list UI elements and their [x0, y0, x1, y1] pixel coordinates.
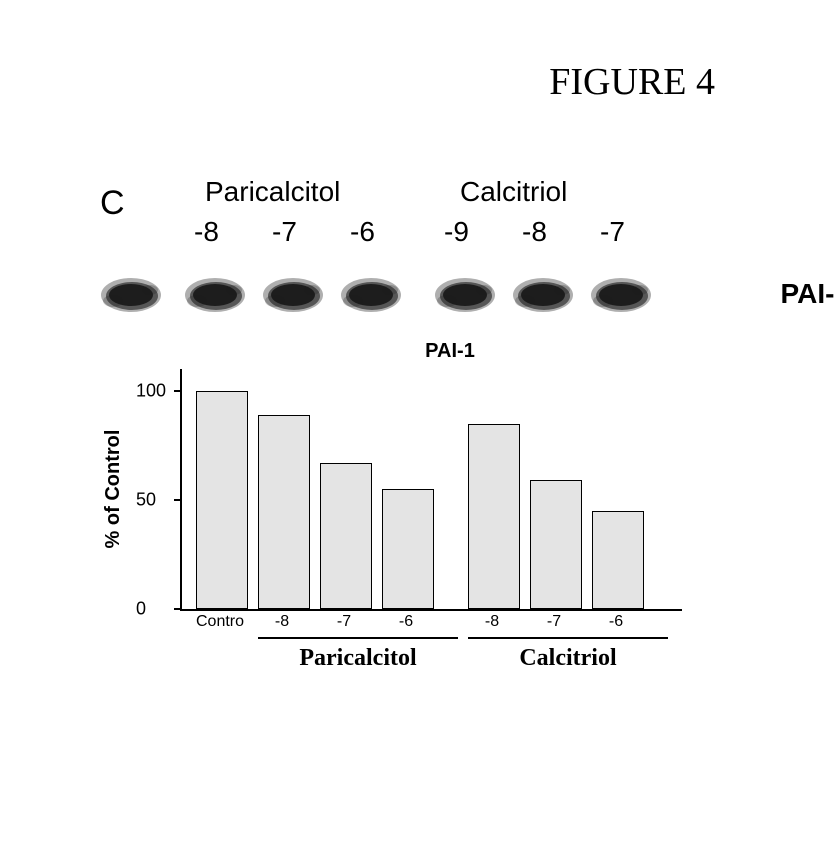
y-tick-label: 0 — [136, 599, 146, 620]
bar — [258, 415, 310, 609]
x-group-label: Paricalcitol — [299, 645, 416, 672]
blot-lane-label: -9 — [444, 216, 469, 248]
blot-lane-label: -7 — [272, 216, 297, 248]
x-tick-label: -6 — [399, 613, 413, 631]
blot-lane-label: -6 — [350, 216, 375, 248]
bar — [320, 463, 372, 609]
x-tick-label: -7 — [547, 613, 561, 631]
plot-area: 050100 — [180, 369, 682, 611]
bar — [530, 480, 582, 609]
chart-title: PAI-1 — [160, 340, 740, 363]
bar — [196, 391, 248, 609]
blot-band — [430, 272, 494, 314]
x-group-line — [468, 637, 668, 639]
panel-letter: C — [100, 184, 125, 223]
x-tick-label: -6 — [609, 613, 623, 631]
x-group-line — [258, 637, 458, 639]
bar — [382, 489, 434, 609]
blot-band — [258, 272, 322, 314]
y-axis-label: % of Control — [102, 430, 125, 549]
blot-band — [180, 272, 244, 314]
blot-lane-label: -8 — [194, 216, 219, 248]
x-tick-label: -7 — [337, 613, 351, 631]
blot-lane-label: -7 — [600, 216, 625, 248]
x-group-label: Calcitriol — [519, 645, 616, 672]
blot-group-label: Calcitriol — [460, 176, 567, 208]
blot-band — [508, 272, 572, 314]
blot-band — [586, 272, 650, 314]
blot-group-label: Paricalcitol — [205, 176, 340, 208]
blot-header: C Paricalcitol Calcitriol -8 -7 -6 -9 -8 -7 — [100, 170, 740, 260]
y-tick-label: 50 — [136, 489, 156, 510]
blot-row: PAI-1 — [100, 264, 740, 322]
blot-band — [336, 272, 400, 314]
y-tick — [174, 390, 182, 392]
y-tick — [174, 608, 182, 610]
figure-title: FIGURE 4 — [549, 60, 715, 104]
y-tick-label: 100 — [136, 380, 166, 401]
chart-region: PAI-1 % of Control 050100 Contro-8-7-6-8… — [100, 340, 740, 649]
x-tick-label: -8 — [485, 613, 499, 631]
panel-c: C Paricalcitol Calcitriol -8 -7 -6 -9 -8 -7 PA… — [100, 170, 740, 322]
x-tick-label: Contro — [196, 613, 244, 631]
blot-side-label: PAI-1 — [781, 278, 835, 310]
bar — [468, 424, 520, 609]
chart-area: % of Control 050100 Contro-8-7-6-8-7-6 P… — [180, 369, 680, 649]
y-tick — [174, 499, 182, 501]
bar — [592, 511, 644, 609]
x-tick-label: -8 — [275, 613, 289, 631]
blot-lane-label: -8 — [522, 216, 547, 248]
blot-band — [96, 272, 160, 314]
